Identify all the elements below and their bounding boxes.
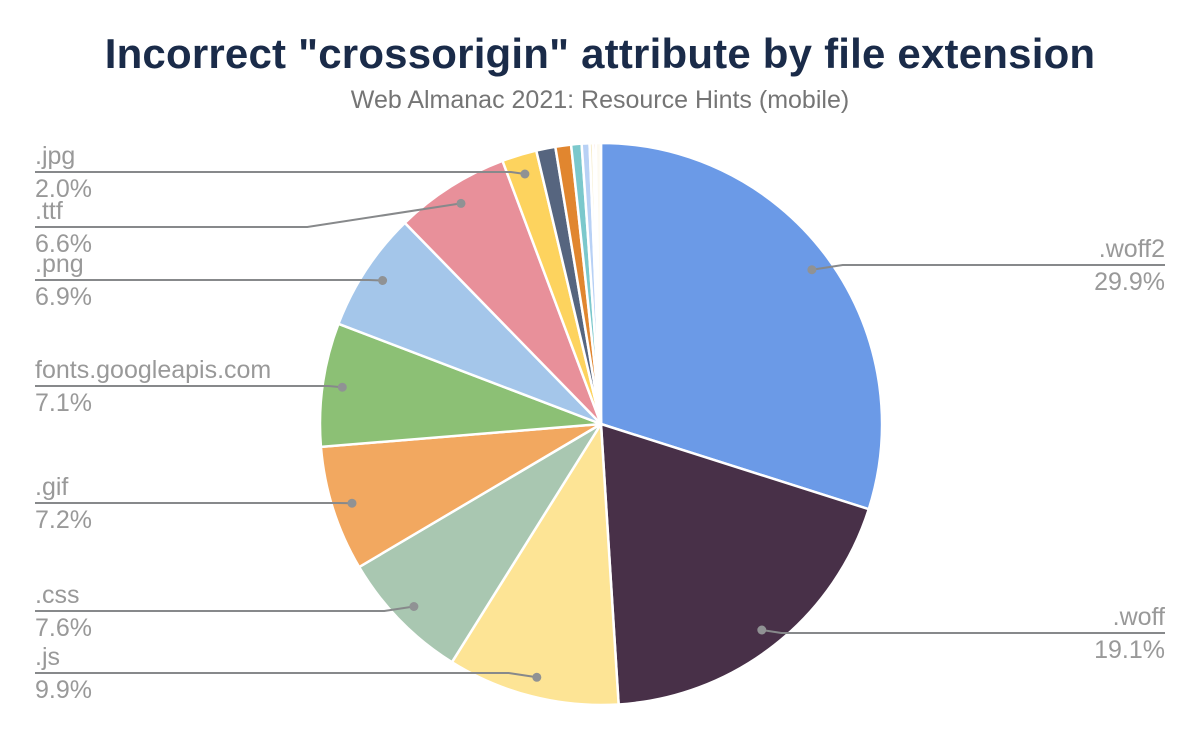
leader-dot-.jpg bbox=[520, 169, 530, 179]
pie-slice-.js bbox=[450, 422, 620, 707]
callout-label-.png: .png bbox=[35, 250, 84, 278]
leader-dot-.woff bbox=[757, 625, 767, 635]
leader-line-.css bbox=[35, 605, 415, 612]
leader-dot-.css bbox=[409, 602, 419, 611]
callout-label-.css: .css bbox=[35, 581, 80, 609]
chart-title: Incorrect "crossorigin" attribute by fil… bbox=[104, 30, 1096, 77]
leader-line-.png bbox=[35, 279, 383, 282]
callout-label-.woff2: .woff2 bbox=[1098, 235, 1165, 263]
callout-value-fonts.googleapis.com: 7.1% bbox=[35, 389, 92, 417]
pie-slice-.woff bbox=[599, 422, 871, 706]
callout-value-.png: 6.9% bbox=[35, 283, 92, 311]
callout-value-.gif: 7.2% bbox=[35, 506, 92, 534]
callout-label-.jpg: .jpg bbox=[35, 142, 76, 170]
leader-dot-fonts.googleapis.com bbox=[337, 382, 347, 392]
leader-line-fonts.googleapis.com bbox=[35, 385, 343, 389]
leader-line-.woff bbox=[761, 629, 1165, 634]
callout-value-.ttf: 6.6% bbox=[35, 230, 92, 258]
leader-line-.jpg bbox=[35, 171, 526, 175]
leader-dot-.png bbox=[378, 276, 388, 285]
pie-slice-other-7 bbox=[594, 141, 603, 426]
callout-value-.woff2: 29.9% bbox=[1094, 268, 1165, 296]
leader-line-.woff2 bbox=[811, 264, 1165, 271]
callout-value-.jpg: 2.0% bbox=[35, 175, 92, 203]
pie-slice-.gif bbox=[319, 422, 603, 569]
leader-line-.ttf bbox=[35, 202, 462, 228]
pie-slice-.ttf bbox=[403, 159, 603, 426]
leader-dot-.gif bbox=[347, 498, 357, 508]
callout-label-.js: .js bbox=[35, 643, 60, 671]
leader-dot-.woff2 bbox=[807, 265, 817, 275]
leader-dot-.js bbox=[532, 672, 542, 682]
leader-dot-.ttf bbox=[456, 198, 466, 208]
callout-value-.woff: 19.1% bbox=[1094, 636, 1165, 664]
callout-label-fonts.googleapis.com: fonts.googleapis.com bbox=[35, 356, 272, 384]
callout-label-.gif: .gif bbox=[35, 473, 69, 501]
pie-slice-.woff2 bbox=[599, 141, 884, 511]
pie-slice-.css bbox=[357, 422, 603, 664]
leader-line-.js bbox=[35, 672, 537, 679]
callout-value-.css: 7.6% bbox=[35, 614, 92, 642]
callout-label-.ttf: .ttf bbox=[35, 197, 63, 225]
pie-slice-fonts.googleapis.com bbox=[318, 322, 603, 449]
pie-slice-.png bbox=[337, 221, 603, 426]
chart-subtitle: Web Almanac 2021: Resource Hints (mobile… bbox=[350, 86, 850, 114]
pie-slices-group bbox=[318, 141, 884, 707]
leader-lines-group bbox=[35, 169, 1165, 682]
callout-value-.js: 9.9% bbox=[35, 676, 92, 704]
callout-label-.woff: .woff bbox=[1112, 603, 1165, 631]
